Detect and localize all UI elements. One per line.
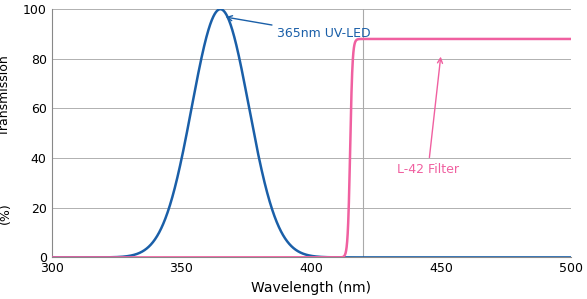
Text: 365nm UV-LED: 365nm UV-LED [227, 16, 371, 40]
X-axis label: Wavelength (nm): Wavelength (nm) [251, 281, 371, 295]
Text: (%): (%) [0, 202, 11, 224]
Text: Transmission: Transmission [0, 56, 11, 136]
Text: L-42 Filter: L-42 Filter [397, 58, 459, 176]
